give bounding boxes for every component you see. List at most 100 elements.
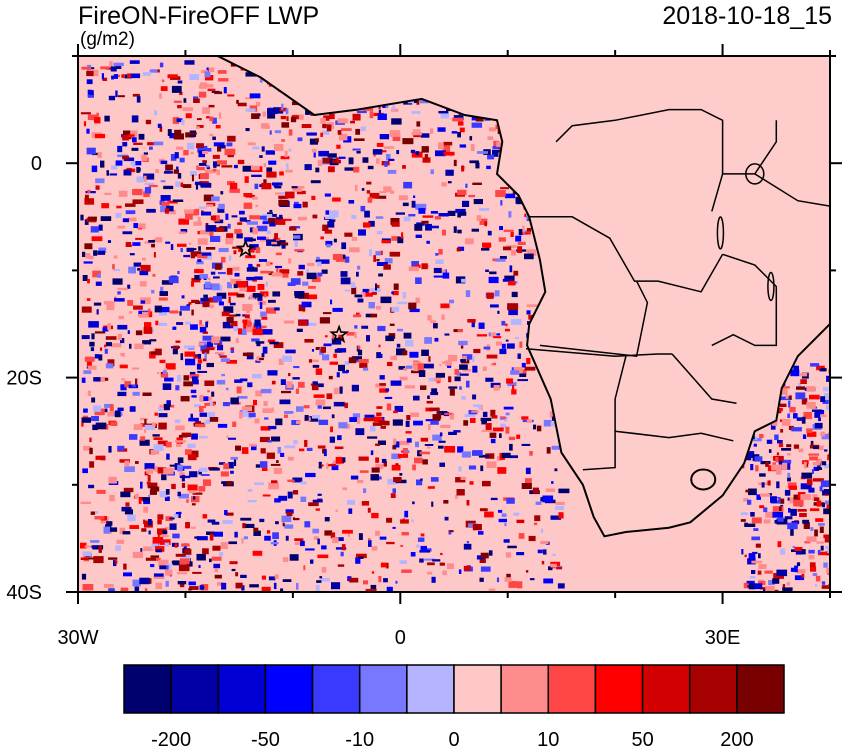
anomaly-cell [525, 570, 529, 573]
anomaly-cell [173, 513, 178, 519]
anomaly-cell [801, 573, 805, 578]
anomaly-cell [456, 489, 465, 496]
anomaly-cell [191, 395, 197, 398]
anomaly-cell [310, 180, 321, 184]
anomaly-cell [206, 116, 210, 119]
anomaly-cell [773, 455, 784, 461]
anomaly-cell [810, 440, 814, 445]
anomaly-cell [307, 294, 318, 300]
anomaly-cell [359, 470, 369, 473]
anomaly-cell [383, 461, 387, 467]
anomaly-cell [207, 390, 210, 393]
anomaly-cell [179, 475, 191, 479]
anomaly-cell [269, 341, 279, 345]
anomaly-cell [140, 481, 143, 489]
anomaly-cell [196, 165, 199, 171]
anomaly-cell [347, 499, 356, 505]
star-marker [235, 238, 256, 258]
anomaly-cell [470, 418, 476, 423]
anomaly-cell [814, 412, 821, 418]
anomaly-cell [312, 364, 320, 368]
anomaly-cell [479, 508, 488, 512]
anomaly-cell [529, 451, 533, 456]
colorbar-label: 50 [631, 729, 653, 747]
anomaly-cell [331, 582, 341, 590]
anomaly-cell [270, 221, 275, 225]
y-tick-label: 0 [31, 153, 42, 175]
anomaly-cell [458, 569, 462, 574]
anomaly-cell [302, 281, 309, 286]
anomaly-cell [103, 526, 111, 534]
anomaly-cell [94, 354, 100, 359]
anomaly-cell [236, 233, 243, 239]
anomaly-cell [813, 445, 819, 450]
anomaly-cell [143, 173, 155, 180]
anomaly-cell [393, 410, 398, 414]
anomaly-cell [177, 270, 180, 275]
anomaly-cell [434, 337, 439, 342]
anomaly-cell [499, 256, 507, 260]
anomaly-cell [500, 200, 503, 206]
anomaly-cell [124, 509, 133, 515]
anomaly-cell [93, 250, 98, 256]
anomaly-cell [154, 466, 158, 472]
anomaly-cell [809, 456, 818, 461]
anomaly-cell [394, 441, 400, 448]
anomaly-cell [253, 325, 256, 329]
anomaly-cell [90, 90, 94, 95]
anomaly-cell [123, 487, 134, 493]
anomaly-cell [818, 551, 827, 556]
anomaly-cell [243, 193, 253, 197]
anomaly-cell [117, 407, 124, 411]
anomaly-cell [372, 149, 383, 155]
anomaly-cell [448, 386, 458, 389]
anomaly-cell [239, 378, 248, 382]
lake-malawi [767, 271, 775, 302]
anomaly-cell [284, 445, 296, 449]
anomaly-cell [820, 431, 825, 437]
anomaly-cell [414, 457, 423, 464]
anomaly-cell [251, 174, 262, 177]
anomaly-cell [765, 585, 775, 592]
anomaly-cell [219, 552, 224, 557]
anomaly-cell [340, 551, 344, 557]
anomaly-cell [441, 314, 445, 320]
anomaly-cell [394, 405, 404, 412]
anomaly-cell [444, 333, 450, 336]
anomaly-cell [281, 103, 284, 111]
anomaly-cell [459, 373, 469, 376]
anomaly-cell [241, 585, 245, 591]
anomaly-cell [178, 231, 186, 234]
anomaly-cell [505, 412, 510, 416]
anomaly-cell [252, 279, 257, 282]
anomaly-cell [389, 130, 401, 137]
anomaly-cell [420, 385, 427, 390]
anomaly-cell [122, 531, 131, 535]
anomaly-cell [259, 215, 267, 220]
anomaly-cell [285, 108, 289, 115]
anomaly-cell [145, 557, 156, 561]
anomaly-cell [459, 364, 468, 370]
anomaly-cell [216, 160, 227, 165]
anomaly-cell [312, 528, 320, 534]
anomaly-cell [86, 128, 90, 134]
anomaly-cell [501, 452, 511, 458]
anomaly-cell [391, 306, 400, 312]
anomaly-cell [504, 577, 512, 582]
anomaly-cell [300, 481, 307, 485]
anomaly-cell [444, 412, 453, 415]
anomaly-cell [228, 296, 231, 304]
anomaly-cell [195, 184, 199, 190]
anomaly-cell [274, 130, 282, 134]
anomaly-cell [193, 221, 202, 226]
anomaly-cell [211, 391, 215, 397]
anomaly-cell [216, 169, 220, 176]
lake-tanganyika [716, 216, 725, 250]
anomaly-cell [155, 558, 161, 561]
anomaly-cell [198, 565, 201, 568]
anomaly-cell [252, 373, 262, 379]
anomaly-cell [175, 512, 182, 515]
anomaly-cell [159, 565, 167, 570]
anomaly-cell [493, 140, 500, 148]
anomaly-cell [107, 359, 115, 367]
